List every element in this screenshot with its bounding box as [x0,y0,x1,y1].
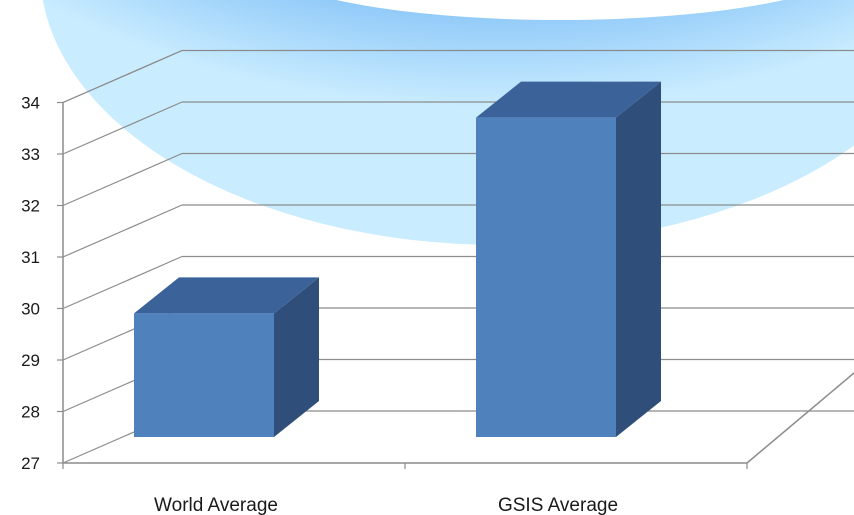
bars [134,81,661,438]
gridline-side [62,101,183,155]
background-swoosh-cutout [336,0,784,20]
gridline-side [62,152,183,207]
y-tick-label: 29 [21,351,40,370]
y-tick-label: 34 [21,94,40,113]
floor-edge-right [746,372,854,464]
bar [134,277,319,437]
axis-labels: 27 28 29 30 31 32 33 34 World Average GSIS Averag… [21,94,618,515]
gridline-side [62,49,183,104]
gridline-side [62,255,183,310]
bar-top [476,81,661,118]
y-tick-label: 33 [21,145,40,164]
bar-side [274,277,319,437]
y-tick-label: 28 [21,403,40,422]
axes [57,101,854,469]
bar [476,81,661,438]
x-tick-label: World Average [154,495,278,515]
bar-front [134,313,274,437]
background-swoosh [42,0,854,245]
bar-front [476,117,616,438]
y-tick-label: 32 [21,197,40,216]
gridline-side [62,204,183,258]
y-tick-label: 27 [21,454,40,473]
y-tick-label: 31 [21,248,40,267]
bar-top [134,277,319,314]
bar-side [616,81,661,438]
x-tick-label: GSIS Average [498,495,618,515]
y-tick-label: 30 [21,300,40,319]
